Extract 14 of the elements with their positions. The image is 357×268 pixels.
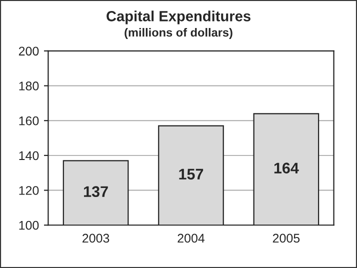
y-tick-label: 140 [19,151,39,160]
y-tick-label: 180 [19,82,39,90]
y-tick-label: 160 [19,116,39,126]
y-tick-label: 100 [19,220,39,230]
x-tick-label: 2004 [178,234,205,243]
y-tick-label: 200 [18,46,39,56]
data-label: 164 [274,162,299,174]
y-tick-label: 120 [19,186,39,195]
chart-title: Capital Expenditures [106,10,250,24]
data-label: 137 [84,186,108,198]
x-tick-label: 2005 [272,234,300,243]
chart-subtitle: (millions of dollars) [124,28,232,39]
x-tick-label: 2003 [82,234,110,243]
data-label: 157 [179,168,204,180]
